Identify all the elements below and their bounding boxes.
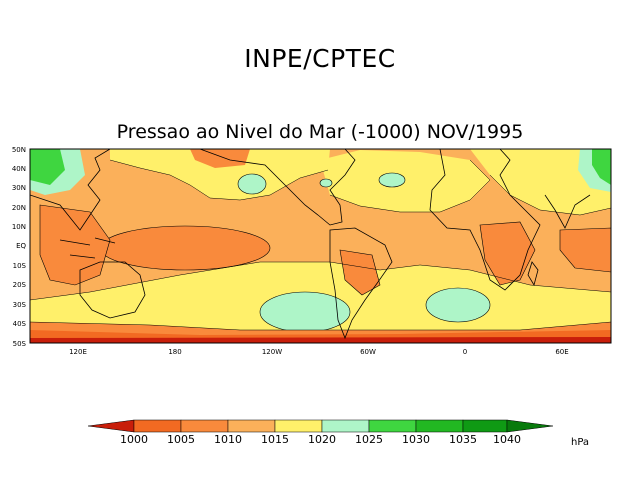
high-north-america	[319, 178, 333, 188]
lat-tick-label: 50N	[12, 146, 26, 154]
low-aleutian	[190, 149, 250, 168]
colorbar-level-label: 1025	[355, 433, 383, 446]
colorbar: 1000 1005 1010 1015 1020 1025 1030 1035 …	[87, 419, 589, 448]
lat-tick-label: 30N	[12, 184, 26, 192]
colorbar-level-label: 1000	[120, 433, 148, 446]
low-indian	[559, 227, 611, 273]
colorbar-level-label: 1035	[449, 433, 477, 446]
coast-south-america	[329, 227, 393, 340]
lon-tick-label: 120E	[69, 348, 87, 356]
colorbar-level-label: 1020	[308, 433, 336, 446]
colorbar-swatch	[368, 419, 417, 433]
pressure-field-1015-north-pacific	[110, 149, 330, 200]
high-south-pacific	[259, 291, 351, 333]
isobars	[30, 159, 611, 331]
lat-tick-label: 50S	[13, 340, 27, 348]
colorbar-swatch	[133, 419, 182, 433]
coast-india	[544, 194, 591, 229]
lon-axis: 120E 180 120W 60W 0 60E	[69, 348, 569, 356]
colorbar-swatch	[227, 419, 276, 433]
lat-tick-label: 10N	[12, 223, 26, 231]
lon-tick-label: 180	[168, 348, 181, 356]
page-title: INPE/CPTEC	[244, 44, 396, 73]
map-frame	[29, 148, 612, 344]
coast-north-america	[199, 149, 356, 226]
pressure-field-1015-asia	[470, 149, 611, 215]
colorbar-swatch	[415, 419, 464, 433]
low-africa	[479, 221, 536, 286]
coast-europe-africa	[429, 149, 541, 291]
high-south-atlantic	[425, 287, 491, 323]
colorbar-unit: hPa	[571, 437, 589, 448]
coastlines	[30, 149, 591, 340]
low-south-america	[339, 249, 381, 296]
coast-australia	[79, 261, 146, 319]
low-equatorial-pacific	[99, 225, 271, 271]
map-subtitle: Pressao ao Nivel do Mar (-1000) NOV/1995	[116, 121, 524, 143]
lon-tick-label: 60W	[360, 348, 376, 356]
low-southern-ocean-below-1000	[30, 337, 611, 343]
lat-tick-label: 20S	[13, 281, 27, 289]
lat-tick-label: 40N	[12, 165, 26, 173]
colorbar-level-label: 1005	[167, 433, 195, 446]
colorbar-swatch	[180, 419, 229, 433]
colorbar-level-label: 1040	[493, 433, 521, 446]
lat-tick-label: EQ	[16, 242, 26, 250]
colorbar-swatch	[462, 419, 508, 433]
high-north-pacific	[237, 173, 267, 195]
high-greenland-west	[30, 149, 65, 185]
colorbar-swatch-above	[506, 419, 554, 433]
high-greenland-east	[592, 149, 611, 185]
lon-tick-label: 60E	[555, 348, 568, 356]
lat-tick-label: 10S	[13, 262, 27, 270]
colorbar-swatch	[274, 419, 323, 433]
colorbar-swatch-below	[87, 419, 135, 433]
coast-indonesia	[59, 237, 116, 259]
coast-asia	[30, 149, 111, 231]
map-border	[29, 148, 612, 344]
lat-axis: 50N 40N 30N 20N 10N EQ 10S 20S 30S 40S 5…	[12, 146, 27, 348]
colorbar-level-label: 1010	[214, 433, 242, 446]
lon-tick-label: 120W	[262, 348, 282, 356]
colorbar-level-label: 1030	[402, 433, 430, 446]
lon-tick-label: 0	[463, 348, 467, 356]
high-azores	[378, 172, 406, 188]
colorbar-level-label: 1015	[261, 433, 289, 446]
lat-tick-label: 20N	[12, 204, 26, 212]
lat-tick-label: 30S	[13, 301, 27, 309]
lat-tick-label: 40S	[13, 320, 27, 328]
coast-madagascar	[527, 261, 539, 287]
colorbar-swatch	[321, 419, 370, 433]
